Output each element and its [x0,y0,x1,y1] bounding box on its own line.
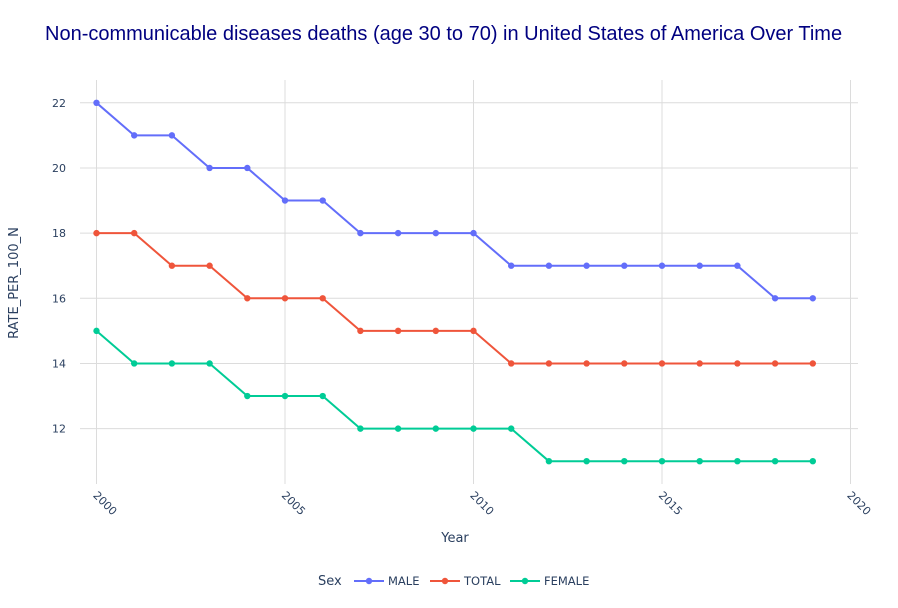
data-point [771,457,779,465]
x-tick-label: 2020 [844,489,873,518]
data-point [658,457,666,465]
data-point [93,327,100,335]
grid [80,80,858,484]
x-tick-label: 2010 [467,489,496,518]
data-point [206,262,213,269]
x-tick-label: 2015 [656,489,685,518]
data-point [357,229,364,237]
data-point [658,262,666,269]
x-tick-label: 2005 [279,489,308,518]
data-point [357,327,364,335]
data-point [432,229,439,237]
data-point [734,360,741,367]
data-point [131,132,138,139]
data-point [809,457,816,465]
data-point [131,360,138,367]
data-point [508,262,515,269]
y-tick-label: 18 [52,227,66,240]
data-point [545,262,553,269]
data-point [394,327,402,335]
legend-item-female: FEMALE [510,574,589,588]
data-point [545,360,553,367]
series-total [93,229,816,367]
data-point [508,425,515,432]
data-point [244,295,251,302]
legend-swatch-marker [365,577,373,585]
data-point [394,425,402,432]
data-point [583,360,590,367]
data-point [206,164,213,172]
data-point [470,327,477,335]
y-tick-label: 16 [52,292,66,305]
y-tick-label: 22 [52,97,66,110]
series-line [95,102,813,300]
data-point [658,360,666,367]
data-point [621,262,628,269]
legend-label: FEMALE [544,574,589,588]
series-line [95,330,813,463]
data-point [168,132,176,139]
data-point [771,295,779,302]
data-point [696,360,703,367]
data-point [696,457,703,465]
series-female [93,327,816,465]
data-point [470,425,477,432]
data-point [432,327,439,335]
data-point [621,457,628,465]
data-point [470,229,477,237]
legend-swatch-marker [521,577,529,585]
data-point [244,392,251,400]
data-point [93,99,100,107]
data-point [281,392,289,400]
data-point [621,360,628,367]
data-point [206,360,213,367]
data-point [696,262,703,269]
data-point [281,197,289,204]
data-point [432,425,439,432]
legend-label: TOTAL [463,574,501,588]
data-point [168,262,176,269]
data-point [93,229,100,237]
data-point [771,360,779,367]
data-point [394,229,402,237]
y-tick-label: 12 [52,423,66,436]
data-point [281,295,289,302]
y-axis-title: RATE_PER_100_N [7,227,22,339]
data-point [319,295,326,302]
legend-swatch-marker [441,577,449,585]
data-point [319,197,326,204]
series-lines [93,99,816,465]
chart-title: Non-communicable diseases deaths (age 30… [45,23,842,45]
series-line [96,232,813,365]
x-tick-label: 2000 [90,489,119,518]
x-axis-title: Year [440,531,469,546]
data-point [583,457,590,465]
data-point [809,295,816,302]
data-point [734,457,741,465]
data-point [583,262,590,269]
data-point [734,262,741,269]
y-tick-label: 14 [52,357,66,370]
series-male [93,99,816,302]
data-point [809,360,816,367]
legend: Sex MALE TOTAL FEMALE [318,574,589,589]
data-point [319,392,326,400]
data-point [545,457,553,465]
data-point [508,360,515,367]
legend-label: MALE [388,574,419,588]
data-point [168,360,176,367]
data-point [357,425,364,432]
axes: 12 14 16 18 20 22 2000 2005 2010 2015 2020 [52,97,873,518]
legend-item-total: TOTAL [430,574,501,588]
data-point [244,164,251,172]
y-tick-label: 20 [52,162,66,175]
legend-title: Sex [318,574,342,589]
data-point [131,229,138,237]
legend-item-male: MALE [354,574,419,588]
